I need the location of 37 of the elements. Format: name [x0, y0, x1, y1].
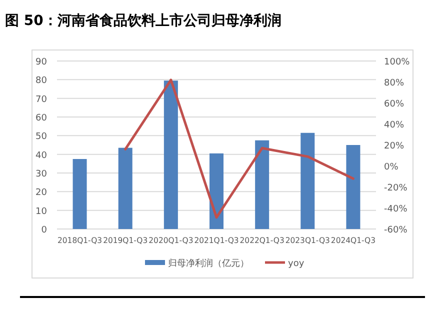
- y-tick-label: 80: [36, 76, 48, 86]
- y2-tick-label: 0%: [384, 162, 399, 172]
- bar: [72, 159, 87, 229]
- y2-tick-label: 100%: [384, 58, 410, 68]
- chart-title: 图 50：河南省食品饮料上市公司归母净利润: [5, 12, 282, 29]
- y-tick-label: 70: [36, 94, 48, 105]
- y-tick-label: 60: [36, 114, 48, 124]
- bar: [346, 145, 360, 229]
- y2-tick-label: 40%: [384, 120, 404, 130]
- line-series: [124, 78, 354, 219]
- x-tick-label: 2018Q1-Q3: [58, 236, 104, 245]
- y-tick-label: 0: [41, 226, 48, 236]
- x-tick-label: 2021Q1-Q3: [194, 236, 241, 245]
- y2-tick-label: 80%: [384, 78, 404, 88]
- bar: [164, 80, 178, 229]
- y2-tick-label: -20%: [384, 184, 408, 194]
- x-tick-label: 2020Q1-Q3: [148, 236, 195, 245]
- y2-tick-label: -60%: [384, 226, 408, 236]
- y2-tick-label: -40%: [384, 204, 408, 214]
- y2-tick-label: 60%: [384, 100, 404, 110]
- y-tick-label: 40: [36, 150, 48, 161]
- bar: [118, 148, 132, 229]
- legend-label: 归母净利润（亿元）: [168, 258, 249, 269]
- bar: [255, 140, 270, 229]
- y-tick-label: 10: [36, 206, 48, 217]
- legend-label: yoy: [288, 259, 305, 269]
- y-tick-label: 50: [36, 132, 48, 142]
- y-tick-label: 30: [36, 170, 48, 180]
- x-tick-label: 2019Q1-Q3: [103, 236, 150, 245]
- x-tick-label: 2023Q1-Q3: [285, 236, 332, 245]
- bar: [300, 132, 315, 229]
- bar: [210, 153, 224, 229]
- y-tick-label: 90: [36, 58, 48, 68]
- x-tick-label: 2024Q1-Q3: [330, 236, 378, 245]
- y-tick-label: 20: [36, 188, 48, 198]
- x-tick-label: 2022Q1-Q3: [240, 236, 286, 245]
- y2-tick-label: 20%: [384, 142, 404, 152]
